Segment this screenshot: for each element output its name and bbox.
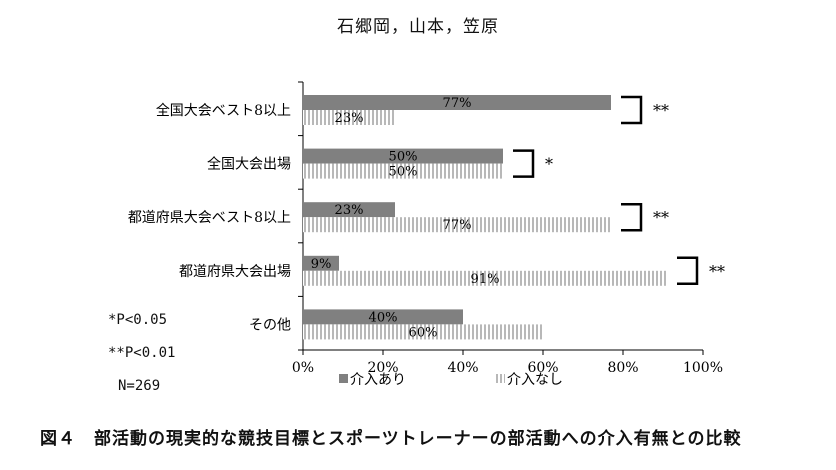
data-label-intervention-yes: 77% xyxy=(443,96,472,111)
category-label: その他 xyxy=(249,317,291,333)
note-n: N=269 xyxy=(118,378,161,394)
significance-mark: * xyxy=(545,155,553,174)
significance-bracket xyxy=(677,256,699,286)
x-tick-label: 100% xyxy=(683,360,723,376)
category-label: 都道府県大会ベスト8以上 xyxy=(128,210,291,226)
legend-label-intervention-no: 介入なし xyxy=(507,372,563,388)
data-label-intervention-no: 23% xyxy=(335,111,364,126)
bar-intervention-no xyxy=(303,217,611,233)
data-label-intervention-yes: 50% xyxy=(389,150,418,165)
data-label-intervention-no: 77% xyxy=(443,218,472,233)
header-authors: 石郷岡，山本，笠原 xyxy=(337,17,499,37)
legend-swatch-intervention-no xyxy=(496,374,505,383)
data-label-intervention-no: 60% xyxy=(409,325,438,340)
figure-caption: 図４ 部活動の現実的な競技目標とスポーツトレーナーの部活動への介入有無との比較 xyxy=(40,429,742,449)
legend-label-intervention-yes: 介入あり xyxy=(350,372,406,388)
bar-intervention-yes xyxy=(303,148,503,164)
x-tick-label: 0% xyxy=(292,360,314,376)
data-label-intervention-no: 91% xyxy=(471,272,500,287)
bar-intervention-no xyxy=(303,163,503,179)
bar-intervention-yes xyxy=(303,309,463,325)
x-tick-label: 20% xyxy=(367,360,398,376)
note-p001: **P<0.01 xyxy=(108,345,176,361)
bar-intervention-no xyxy=(303,270,667,286)
category-label: 全国大会出場 xyxy=(207,156,291,173)
significance-mark: ** xyxy=(653,101,669,120)
significance-bracket xyxy=(621,202,643,232)
bar-intervention-yes xyxy=(303,95,611,110)
data-label-intervention-yes: 9% xyxy=(311,257,332,272)
data-label-intervention-yes: 23% xyxy=(335,203,364,218)
chart: 0% 20% 40% 60% 80% 100% 全国大会ベスト8以上 77% 23% ** 全国大会… xyxy=(128,81,725,388)
x-tick-label: 80% xyxy=(607,360,638,376)
significance-mark: ** xyxy=(709,262,725,281)
category-label: 都道府県大会出場 xyxy=(179,264,291,280)
legend-swatch-intervention-yes xyxy=(339,374,348,383)
note-p005: *P<0.05 xyxy=(108,312,168,328)
bar-intervention-yes xyxy=(303,202,395,218)
data-label-intervention-no: 50% xyxy=(389,165,418,180)
significance-mark: ** xyxy=(653,208,669,227)
bar-intervention-yes xyxy=(303,255,339,271)
x-tick-label: 40% xyxy=(447,360,478,376)
bar-intervention-no xyxy=(303,324,543,340)
significance-bracket xyxy=(513,149,535,178)
category-label: 全国大会ベスト8以上 xyxy=(156,102,291,119)
data-label-intervention-yes: 40% xyxy=(369,310,398,325)
significance-bracket xyxy=(621,95,643,125)
x-tick-label: 60% xyxy=(527,360,558,376)
bar-intervention-no xyxy=(303,110,395,125)
